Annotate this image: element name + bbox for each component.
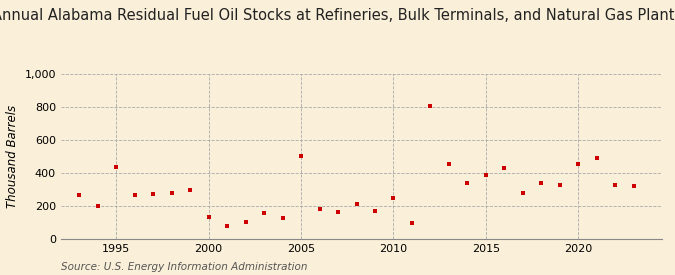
Point xyxy=(296,154,306,158)
Point xyxy=(499,166,510,170)
Point xyxy=(148,192,159,196)
Point xyxy=(443,162,454,166)
Point xyxy=(591,156,602,161)
Point xyxy=(203,215,214,219)
Point xyxy=(221,224,232,228)
Point xyxy=(554,183,565,187)
Point xyxy=(333,210,344,214)
Point xyxy=(370,209,381,213)
Point xyxy=(314,207,325,211)
Point xyxy=(518,191,529,195)
Point xyxy=(610,183,621,187)
Point xyxy=(462,181,472,185)
Point xyxy=(185,188,196,192)
Point xyxy=(111,165,122,170)
Point xyxy=(74,192,84,197)
Point xyxy=(536,181,547,185)
Point xyxy=(92,204,103,208)
Point xyxy=(628,183,639,188)
Point xyxy=(166,191,177,195)
Y-axis label: Thousand Barrels: Thousand Barrels xyxy=(6,105,19,208)
Point xyxy=(425,103,436,108)
Point xyxy=(481,173,491,177)
Point xyxy=(406,221,417,225)
Point xyxy=(388,196,399,200)
Point xyxy=(573,162,584,166)
Text: Source: U.S. Energy Information Administration: Source: U.S. Energy Information Administ… xyxy=(61,262,307,272)
Point xyxy=(277,216,288,220)
Point xyxy=(240,220,251,224)
Point xyxy=(351,202,362,206)
Text: Annual Alabama Residual Fuel Oil Stocks at Refineries, Bulk Terminals, and Natur: Annual Alabama Residual Fuel Oil Stocks … xyxy=(0,8,675,23)
Point xyxy=(130,192,140,197)
Point xyxy=(259,211,269,215)
